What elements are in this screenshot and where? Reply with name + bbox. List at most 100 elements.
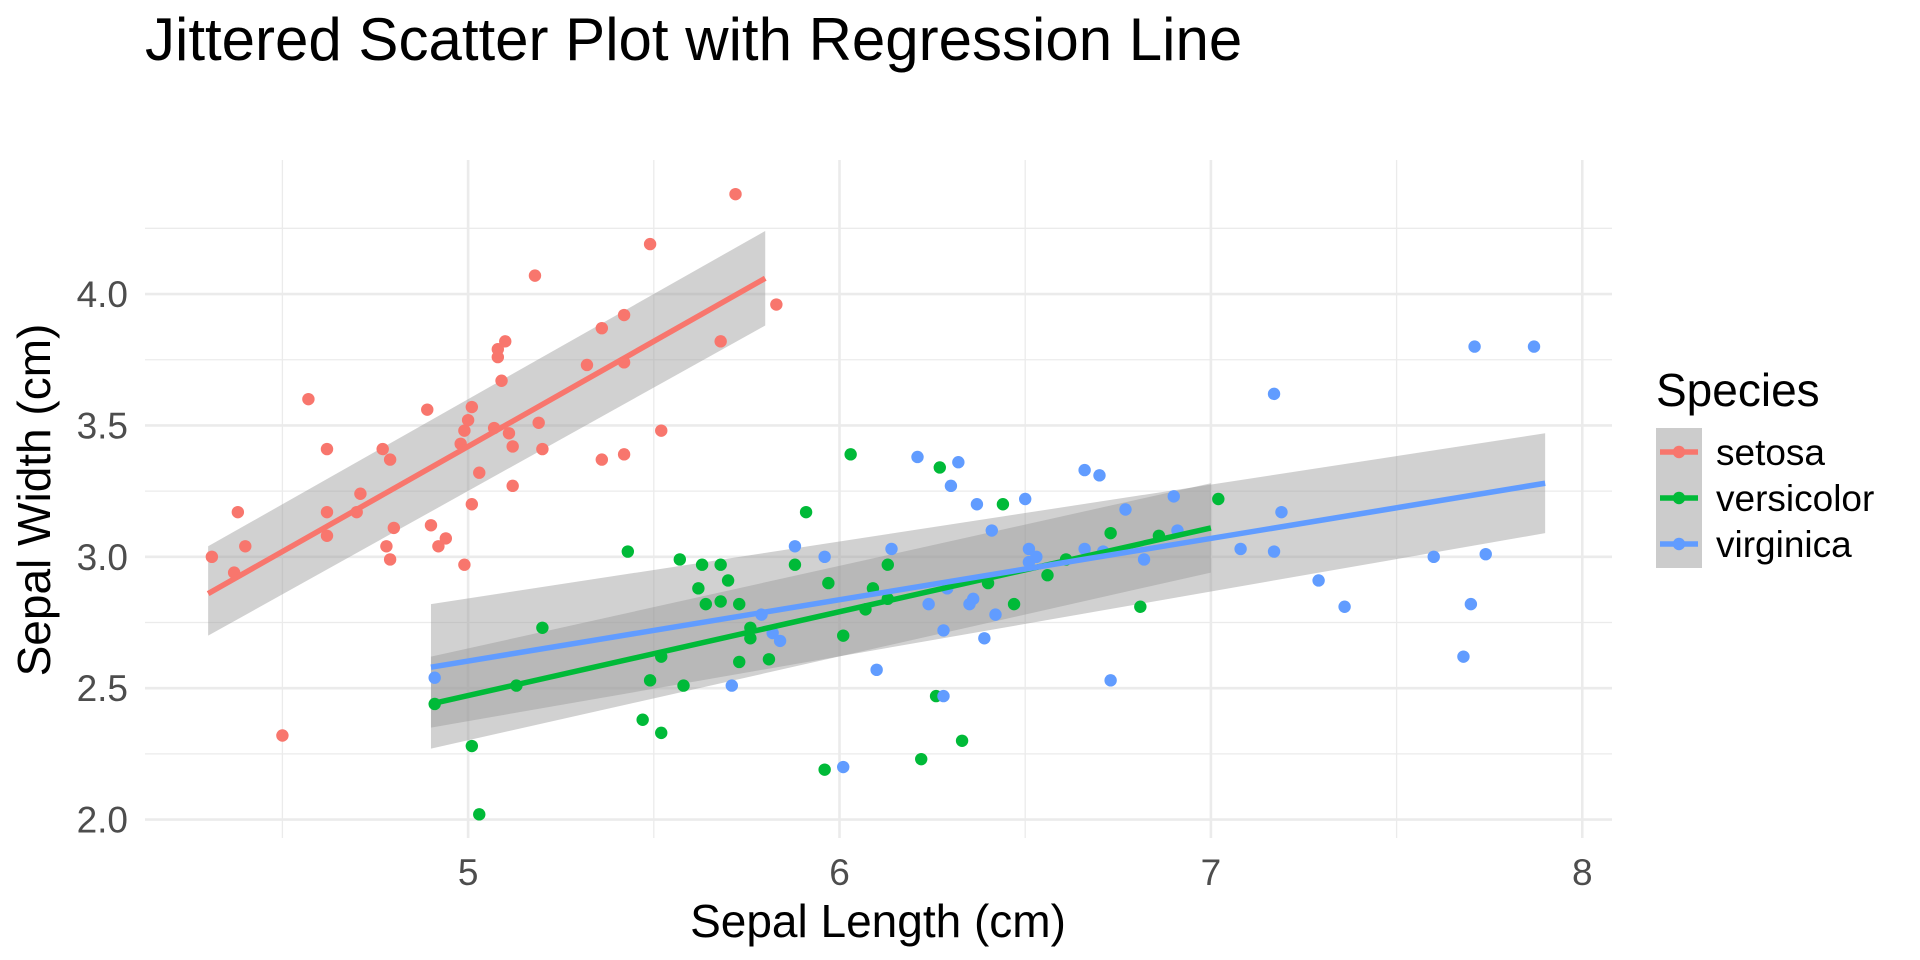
data-point-setosa <box>595 321 609 335</box>
data-point-setosa <box>465 400 479 414</box>
data-point-setosa <box>532 416 545 429</box>
y-tick-label: 2.5 <box>77 668 128 709</box>
data-point-versicolor <box>1104 526 1117 540</box>
data-point-setosa <box>320 442 334 456</box>
legend-key-point-versicolor <box>1672 491 1686 505</box>
data-point-virginica <box>985 524 998 537</box>
legend-title: Species <box>1656 364 1820 416</box>
data-point-setosa <box>729 187 742 201</box>
data-point-versicolor <box>933 461 946 474</box>
data-point-virginica <box>989 608 1002 621</box>
y-axis-ticks: 2.0 2.5 3.0 3.5 4.0 <box>77 274 128 841</box>
data-point-virginica <box>1022 542 1036 556</box>
data-point-versicolor <box>621 545 635 558</box>
x-axis-ticks: 5 6 7 8 <box>458 852 1593 893</box>
data-point-setosa <box>506 440 519 453</box>
regression-lines <box>206 275 1546 707</box>
data-point-virginica <box>922 597 935 611</box>
data-point-setosa <box>383 553 397 566</box>
data-point-setosa <box>502 427 516 440</box>
data-point-virginica <box>1464 597 1478 611</box>
data-point-versicolor <box>695 558 709 571</box>
data-point-versicolor <box>1041 569 1054 582</box>
data-point-virginica <box>1030 550 1043 564</box>
data-point-versicolor <box>643 674 657 687</box>
data-point-virginica <box>1018 492 1032 506</box>
data-points <box>205 187 1541 821</box>
data-point-setosa <box>432 540 445 553</box>
data-point-versicolor <box>655 726 668 740</box>
legend-key-point-virginica <box>1672 537 1686 551</box>
data-point-setosa <box>302 392 315 406</box>
data-point-virginica <box>937 689 950 703</box>
data-point-setosa <box>714 335 727 348</box>
data-point-setosa <box>380 540 393 553</box>
data-point-setosa <box>439 532 453 545</box>
y-tick-label: 3.5 <box>77 405 128 446</box>
data-point-versicolor <box>636 713 649 726</box>
data-point-virginica <box>818 550 831 564</box>
data-point-setosa <box>617 448 631 461</box>
data-point-versicolor <box>1212 492 1225 506</box>
data-point-versicolor <box>762 653 776 666</box>
data-point-virginica <box>1078 463 1091 477</box>
data-point-versicolor <box>799 505 813 519</box>
data-point-versicolor <box>733 597 746 611</box>
data-point-versicolor <box>818 763 831 776</box>
data-point-setosa <box>495 374 508 387</box>
data-point-versicolor <box>955 734 969 747</box>
data-point-setosa <box>320 505 334 519</box>
data-point-versicolor <box>881 558 894 571</box>
data-point-setosa <box>458 558 471 571</box>
data-point-virginica <box>1093 469 1106 482</box>
data-point-virginica <box>944 479 958 493</box>
regression-line-virginica <box>430 480 1546 670</box>
legend-label-versicolor: versicolor <box>1716 478 1874 519</box>
data-point-virginica <box>1312 574 1325 587</box>
data-point-versicolor <box>677 679 690 692</box>
data-point-setosa <box>655 424 668 437</box>
data-point-virginica <box>1234 542 1247 556</box>
data-point-virginica <box>937 624 950 637</box>
data-point-versicolor <box>721 574 735 587</box>
regression-line-setosa <box>206 275 767 596</box>
data-point-versicolor <box>536 621 549 634</box>
data-point-virginica <box>1468 340 1481 353</box>
data-point-setosa <box>458 424 471 437</box>
data-point-versicolor <box>837 629 850 642</box>
data-point-setosa <box>506 479 519 493</box>
data-point-setosa <box>354 487 367 500</box>
data-point-virginica <box>1338 600 1351 613</box>
data-point-setosa <box>276 729 289 742</box>
data-point-versicolor <box>733 655 746 669</box>
data-point-virginica <box>773 634 787 648</box>
data-point-setosa <box>424 519 438 532</box>
data-point-versicolor <box>465 739 479 753</box>
data-point-virginica <box>1427 550 1440 564</box>
x-tick-label: 7 <box>1201 852 1222 893</box>
data-point-versicolor <box>915 752 928 766</box>
data-point-versicolor <box>673 553 687 566</box>
data-point-virginica <box>1119 503 1132 516</box>
data-point-setosa <box>499 335 512 348</box>
legend-label-virginica: virginica <box>1716 524 1852 565</box>
data-point-versicolor <box>714 558 727 571</box>
data-point-setosa <box>383 453 397 466</box>
data-point-setosa <box>239 540 252 553</box>
data-point-virginica <box>725 679 738 692</box>
y-tick-label: 4.0 <box>77 274 128 315</box>
data-point-virginica <box>788 540 802 553</box>
y-axis-title: Sepal Width (cm) <box>8 324 60 677</box>
data-point-virginica <box>1167 490 1180 503</box>
data-point-virginica <box>837 760 850 774</box>
data-point-setosa <box>617 308 631 322</box>
data-point-versicolor <box>692 582 705 595</box>
data-point-virginica <box>952 456 965 469</box>
data-point-virginica <box>1267 387 1281 401</box>
data-point-setosa <box>461 413 475 427</box>
data-point-virginica <box>1275 505 1288 519</box>
data-point-versicolor <box>699 597 713 611</box>
data-point-virginica <box>1527 340 1541 353</box>
data-point-virginica <box>1104 674 1117 687</box>
